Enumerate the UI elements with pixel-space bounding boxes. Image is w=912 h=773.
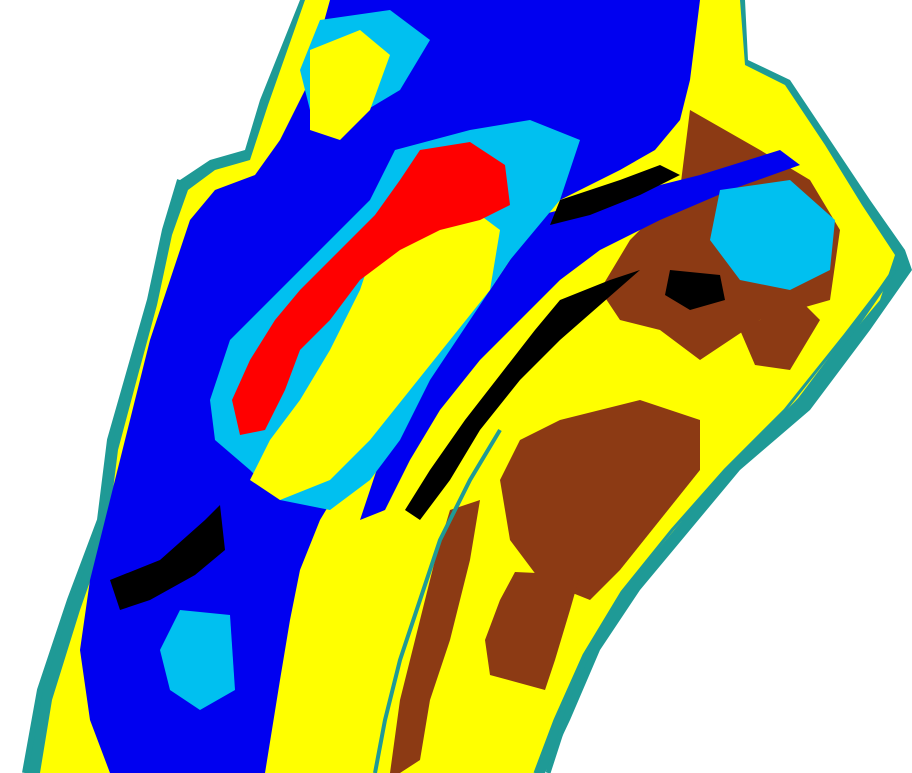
land-brown-strip: [390, 500, 480, 773]
shoal-light-blue-lower: [160, 610, 235, 710]
shoal-light-blue-right: [710, 180, 835, 290]
land-brown-middle: [500, 400, 700, 600]
island-yellow-top: [310, 30, 390, 140]
side-channel-water: [360, 150, 800, 520]
land-brown-right-edge: [740, 300, 820, 370]
strip-black-upper: [550, 165, 680, 225]
road-line-left: [22, 179, 183, 773]
road-line-inner: [373, 428, 502, 773]
zone-red: [232, 142, 510, 435]
strip-black-lower-left: [110, 505, 225, 610]
island-yellow-center: [250, 200, 500, 500]
road-line-1: [545, 253, 908, 773]
land-brown-rect: [485, 572, 580, 690]
strip-black-right: [665, 270, 725, 310]
road-line-2: [533, 269, 897, 773]
strip-black-bank-line: [405, 270, 640, 520]
